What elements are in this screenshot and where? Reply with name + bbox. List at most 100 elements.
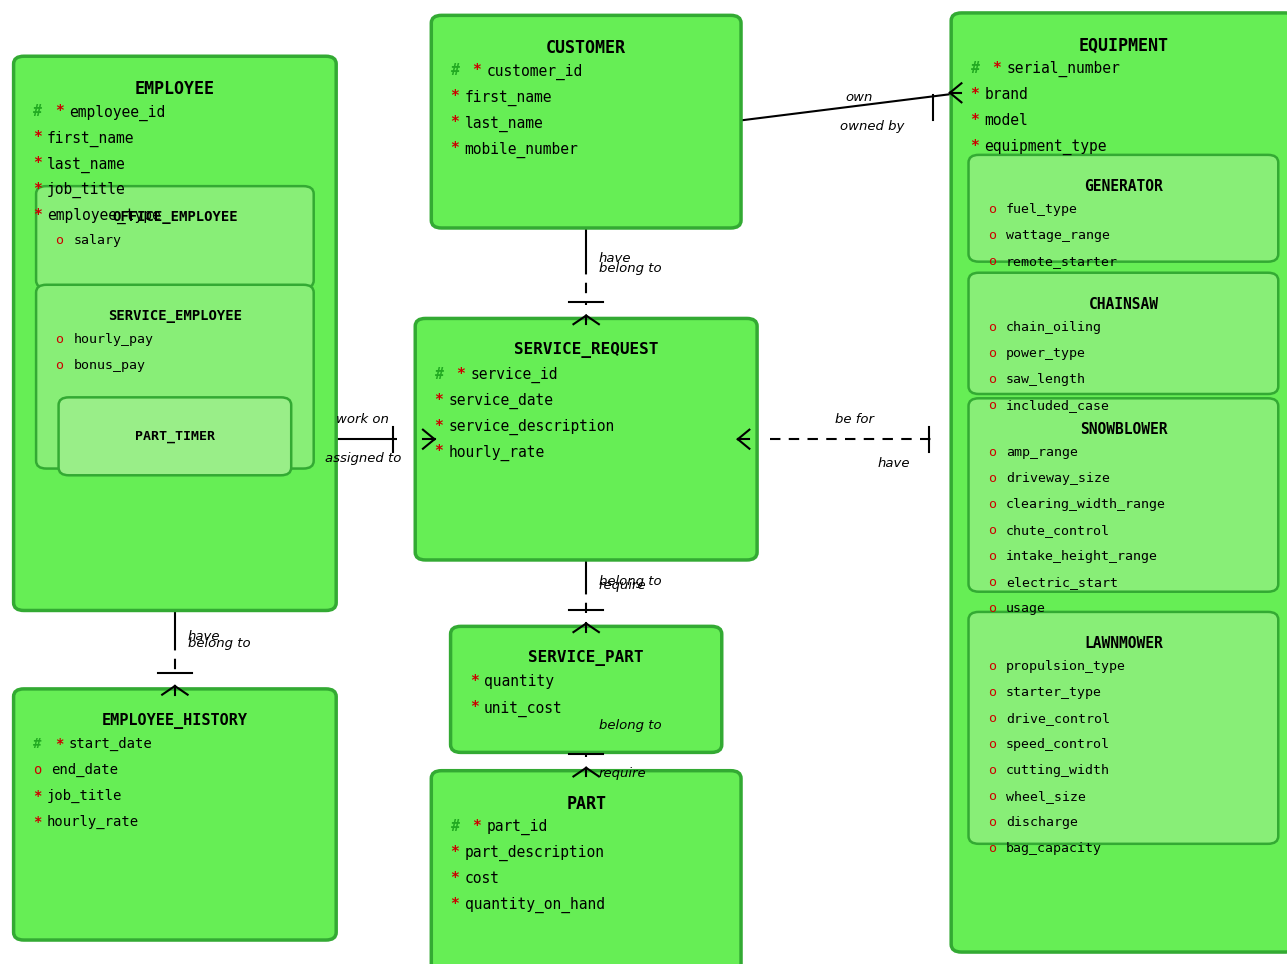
Text: require: require xyxy=(599,579,647,593)
Text: *: * xyxy=(470,701,479,715)
Text: o: o xyxy=(988,602,996,616)
Text: brand: brand xyxy=(984,87,1028,102)
Text: o: o xyxy=(988,372,996,386)
Text: first_name: first_name xyxy=(48,130,134,147)
Text: *: * xyxy=(451,142,460,156)
Text: wheel_size: wheel_size xyxy=(1006,790,1086,803)
Text: start_date: start_date xyxy=(68,737,152,751)
Text: SNOWBLOWER: SNOWBLOWER xyxy=(1079,423,1167,437)
Text: discharge: discharge xyxy=(1006,816,1078,829)
Text: assigned to: assigned to xyxy=(325,452,401,465)
Text: o: o xyxy=(988,203,996,216)
Text: job_title: job_title xyxy=(48,182,126,199)
FancyBboxPatch shape xyxy=(451,626,721,753)
Text: belong to: belong to xyxy=(599,262,662,275)
Text: first_name: first_name xyxy=(465,90,553,105)
Text: part_id: part_id xyxy=(487,818,547,835)
Text: *: * xyxy=(451,896,460,912)
Text: o: o xyxy=(988,473,996,485)
Text: require: require xyxy=(599,767,647,780)
Text: *: * xyxy=(451,116,460,130)
Text: o: o xyxy=(988,764,996,777)
Text: equipment_type: equipment_type xyxy=(984,139,1108,155)
Text: hourly_pay: hourly_pay xyxy=(73,333,153,345)
Text: have: have xyxy=(188,630,220,643)
Text: *: * xyxy=(434,445,443,459)
Text: mobile_number: mobile_number xyxy=(465,142,578,157)
Text: *: * xyxy=(33,208,41,223)
Text: SERVICE_PART: SERVICE_PART xyxy=(528,650,644,667)
Text: bag_capacity: bag_capacity xyxy=(1006,841,1101,855)
Text: bonus_pay: bonus_pay xyxy=(73,359,146,372)
Text: *: * xyxy=(970,87,979,102)
Text: *: * xyxy=(451,844,460,860)
FancyBboxPatch shape xyxy=(14,689,336,940)
Text: o: o xyxy=(988,255,996,268)
Text: *: * xyxy=(434,393,443,407)
FancyBboxPatch shape xyxy=(969,399,1278,592)
Text: belong to: belong to xyxy=(188,637,250,650)
Text: o: o xyxy=(988,524,996,538)
Text: last_name: last_name xyxy=(465,116,544,131)
Text: speed_control: speed_control xyxy=(1006,738,1110,751)
Text: *: * xyxy=(33,815,41,829)
Text: *: * xyxy=(473,818,482,834)
Text: hourly_rate: hourly_rate xyxy=(448,445,545,460)
Text: SERVICE_REQUEST: SERVICE_REQUEST xyxy=(514,343,658,358)
Text: o: o xyxy=(988,660,996,673)
Text: *: * xyxy=(970,113,979,128)
Text: #: # xyxy=(33,104,41,120)
Text: #: # xyxy=(451,64,460,78)
FancyBboxPatch shape xyxy=(951,13,1288,952)
Text: work on: work on xyxy=(336,413,389,427)
Text: EMPLOYEE: EMPLOYEE xyxy=(135,80,215,98)
FancyBboxPatch shape xyxy=(969,154,1278,262)
Text: own: own xyxy=(845,91,873,104)
Text: included_case: included_case xyxy=(1006,399,1110,412)
Text: PART: PART xyxy=(567,795,607,813)
Text: have: have xyxy=(599,252,631,265)
Text: electric_start: electric_start xyxy=(1006,576,1118,590)
Text: o: o xyxy=(33,763,41,777)
Text: o: o xyxy=(988,399,996,412)
Text: o: o xyxy=(988,738,996,751)
Text: GENERATOR: GENERATOR xyxy=(1084,179,1163,194)
FancyBboxPatch shape xyxy=(36,186,314,289)
Text: service_date: service_date xyxy=(448,393,554,409)
Text: part_description: part_description xyxy=(465,844,604,861)
Text: PART_TIMER: PART_TIMER xyxy=(135,429,215,443)
Text: belong to: belong to xyxy=(599,574,662,588)
Text: end_date: end_date xyxy=(50,763,118,777)
Text: o: o xyxy=(988,447,996,459)
Text: #: # xyxy=(970,61,979,76)
Text: owned by: owned by xyxy=(840,120,904,133)
Text: *: * xyxy=(33,156,41,172)
Text: o: o xyxy=(988,790,996,803)
FancyBboxPatch shape xyxy=(969,273,1278,394)
Text: *: * xyxy=(33,130,41,146)
Text: *: * xyxy=(456,367,465,381)
Text: o: o xyxy=(988,320,996,334)
Text: *: * xyxy=(33,789,41,803)
Text: EQUIPMENT: EQUIPMENT xyxy=(1078,37,1168,55)
Text: o: o xyxy=(988,229,996,242)
Text: fuel_type: fuel_type xyxy=(1006,203,1078,216)
FancyBboxPatch shape xyxy=(36,285,314,469)
Text: o: o xyxy=(988,498,996,511)
Text: #: # xyxy=(33,737,41,751)
Text: remote_starter: remote_starter xyxy=(1006,255,1118,268)
Text: wattage_range: wattage_range xyxy=(1006,229,1110,242)
Text: o: o xyxy=(988,550,996,564)
Text: chain_oiling: chain_oiling xyxy=(1006,320,1101,334)
Text: o: o xyxy=(988,816,996,829)
Text: intake_height_range: intake_height_range xyxy=(1006,550,1158,564)
Text: *: * xyxy=(970,139,979,154)
Text: *: * xyxy=(54,104,63,120)
Text: saw_length: saw_length xyxy=(1006,372,1086,386)
FancyBboxPatch shape xyxy=(431,771,741,965)
Text: cutting_width: cutting_width xyxy=(1006,764,1110,777)
Text: serial_number: serial_number xyxy=(1006,61,1121,77)
Text: last_name: last_name xyxy=(48,156,126,173)
Text: quantity_on_hand: quantity_on_hand xyxy=(465,896,604,913)
Text: have: have xyxy=(877,456,911,470)
